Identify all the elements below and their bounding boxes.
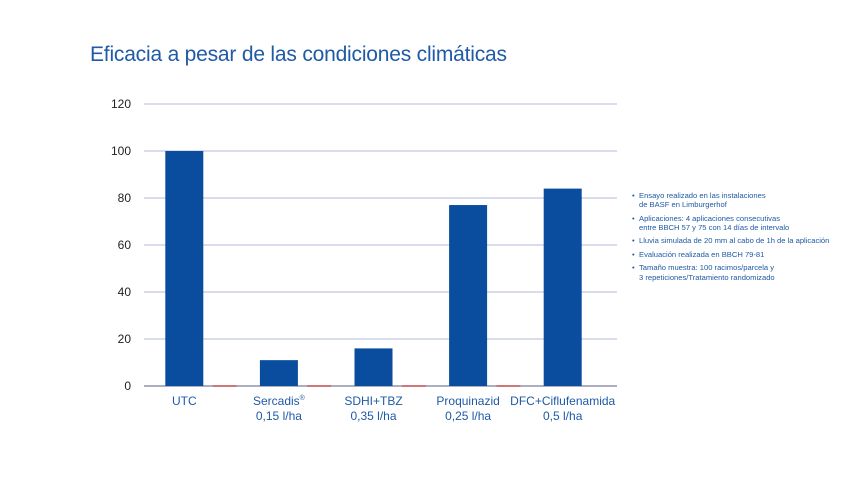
chart-title: Eficacia a pesar de las condiciones clim… — [90, 43, 507, 66]
y-tick-label: 0 — [124, 379, 131, 393]
bullet-icon: • — [632, 213, 635, 223]
bar — [543, 188, 582, 386]
bar — [259, 360, 298, 386]
x-tick-label: Proquinazid — [436, 394, 499, 408]
bullet-icon: • — [632, 263, 635, 273]
bars — [165, 151, 582, 387]
x-tick-label: SDHI+TBZ — [344, 394, 402, 408]
y-tick-label: 20 — [118, 332, 132, 346]
x-tick-label-line1: UTC — [172, 394, 197, 408]
x-tick-label-line1: SDHI+TBZ — [344, 394, 402, 408]
note-line: de BASF en Limburgerhof — [639, 200, 727, 210]
x-tick-sublabel: 0,35 l/ha — [350, 409, 396, 423]
note-item: • Lluvia simulada de 20 mm al cabo de 1h … — [632, 236, 847, 245]
note-item: • Aplicaciones: 4 aplicaciones consecutiv… — [632, 214, 847, 232]
y-tick-label: 80 — [118, 191, 132, 205]
x-tick-label: UTC — [172, 394, 197, 408]
bar — [354, 348, 393, 386]
y-tick-label: 120 — [111, 97, 131, 111]
note-line: 3 repeticiones/Tratamiento randomizado — [639, 272, 775, 282]
x-tick-sublabel: 0,25 l/ha — [445, 409, 491, 423]
x-tick-sublabel: 0,15 l/ha — [256, 409, 302, 423]
note-line: Lluvia simulada de 20 mm al cabo de 1h d… — [639, 236, 830, 246]
x-tick-label: DFC+Ciflufenamida — [510, 394, 615, 408]
x-tick-label-line1: Proquinazid — [436, 394, 499, 408]
note-item: • Ensayo realizado en las instalaciones de… — [632, 191, 847, 209]
bar — [165, 151, 204, 386]
note-line: Aplicaciones: 4 aplicaciones consecutiva… — [639, 213, 780, 223]
bullet-icon: • — [632, 249, 635, 259]
x-tick-label-line1: Sercadis — [253, 394, 300, 408]
bullet-icon: • — [632, 236, 635, 246]
notes-list: • Ensayo realizado en las instalaciones de… — [632, 191, 847, 286]
y-tick-label: 40 — [118, 285, 132, 299]
bullet-icon: • — [632, 191, 635, 200]
x-tick-sublabel: 0,5 l/ha — [543, 409, 583, 423]
x-tick-label-line1: DFC+Ciflufenamida — [510, 394, 615, 408]
note-line: entre BBCH 57 y 75 con 14 días de interv… — [639, 222, 790, 232]
y-tick-label: 60 — [118, 238, 132, 252]
note-item: • Evaluación realizada en BBCH 79-81 — [632, 250, 847, 259]
y-tick-label: 100 — [111, 144, 131, 158]
x-tick-label: Sercadis® — [253, 394, 306, 408]
bar — [449, 205, 488, 386]
note-line: Evaluación realizada en BBCH 79-81 — [639, 249, 765, 259]
note-line: Ensayo realizado en las instalaciones — [639, 191, 766, 200]
y-axis-ticks: 0 20 40 60 80 100 120 — [111, 97, 131, 393]
note-line: Tamaño muestra: 100 racimos/parcela y — [639, 263, 775, 273]
registered-mark: ® — [300, 394, 306, 402]
